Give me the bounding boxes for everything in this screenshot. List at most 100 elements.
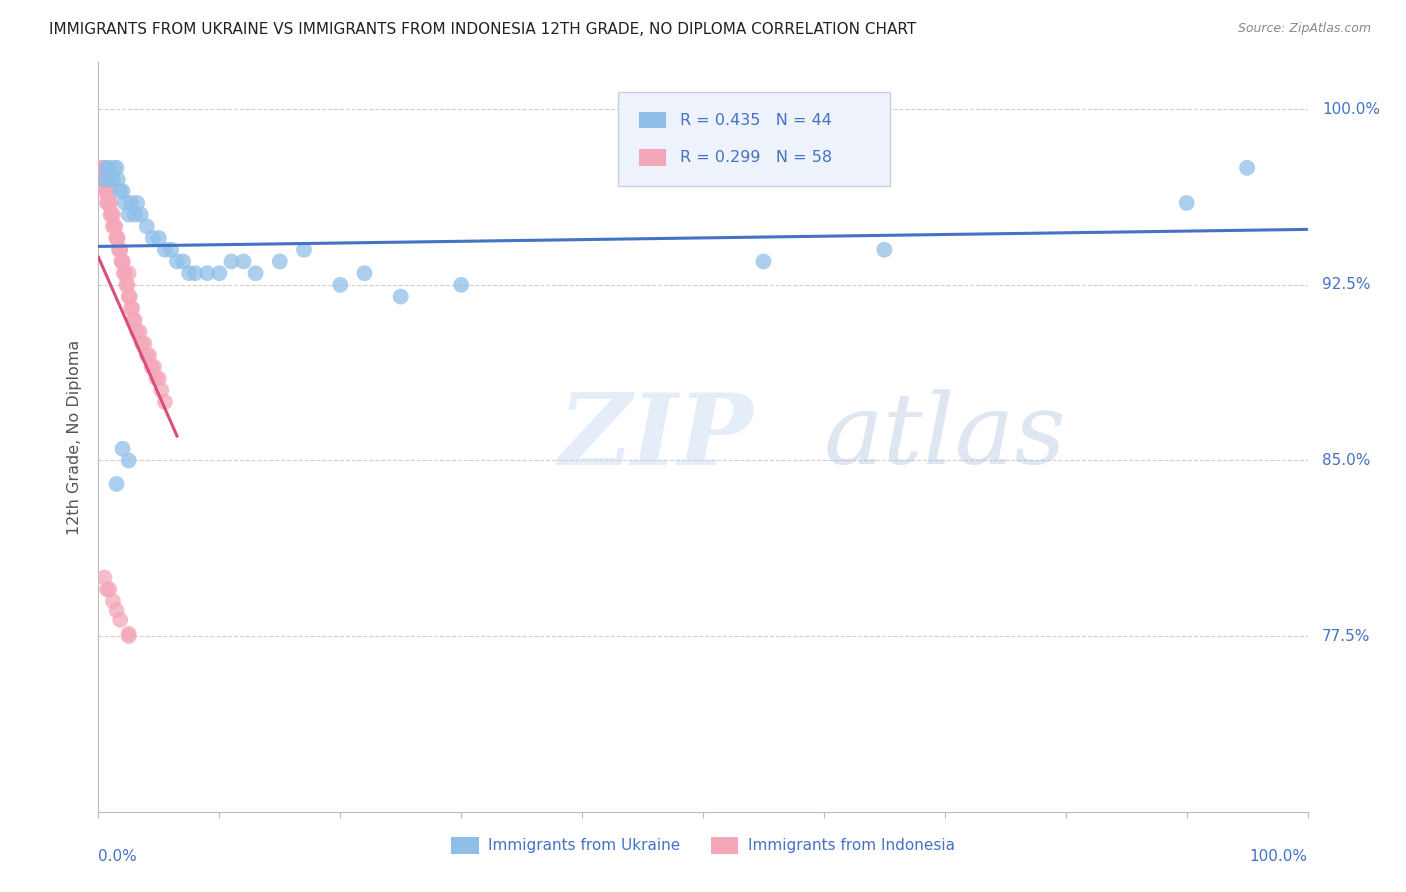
Point [105,231,128,245]
Point [111,184,134,198]
Legend: Immigrants from Ukraine, Immigrants from Indonesia: Immigrants from Ukraine, Immigrants from… [446,830,960,860]
Point [135,348,157,362]
Point [96,582,118,597]
Point [184,266,207,280]
Text: 92.5%: 92.5% [1322,277,1371,293]
Point [122,313,145,327]
Point [179,266,201,280]
Point [97,196,120,211]
Point [118,453,141,467]
Point [134,336,156,351]
Point [143,359,166,374]
Point [114,196,136,211]
Text: ZIP: ZIP [558,389,752,485]
Point [108,613,131,627]
Point [118,289,141,303]
FancyBboxPatch shape [638,112,665,128]
FancyBboxPatch shape [619,93,890,186]
Point [450,277,472,292]
Point [100,196,122,211]
Point [153,395,176,409]
Point [873,243,896,257]
Point [114,266,136,280]
Point [98,582,121,597]
Point [353,266,375,280]
Point [150,384,173,398]
Text: 77.5%: 77.5% [1322,629,1371,644]
Point [105,231,128,245]
Point [1175,196,1198,211]
Point [131,336,153,351]
Point [112,266,135,280]
Point [145,371,167,385]
Point [101,208,124,222]
Point [91,172,114,186]
Point [96,196,118,211]
Point [269,254,291,268]
Point [107,231,129,245]
Point [104,219,127,234]
Point [98,172,121,186]
Point [329,277,352,292]
Point [118,289,141,303]
Point [752,254,775,268]
Text: R = 0.435   N = 44: R = 0.435 N = 44 [681,112,832,128]
Point [107,172,129,186]
Point [101,594,124,608]
Point [121,301,143,316]
Text: Source: ZipAtlas.com: Source: ZipAtlas.com [1237,22,1371,36]
Point [129,208,152,222]
Point [124,313,146,327]
Point [103,161,125,175]
Point [172,254,194,268]
Point [108,243,131,257]
Text: 0.0%: 0.0% [98,849,138,864]
Point [111,254,134,268]
Point [118,266,141,280]
Point [98,196,121,211]
Point [100,208,122,222]
Point [110,254,132,268]
Point [100,172,122,186]
Point [93,184,115,198]
Point [120,301,142,316]
Point [108,184,131,198]
Text: atlas: atlas [824,390,1067,484]
Point [108,243,131,257]
Point [160,243,183,257]
Point [389,289,412,303]
Point [138,348,160,362]
Point [105,603,128,617]
Point [148,231,170,245]
Point [148,371,170,385]
Point [97,161,120,175]
Point [93,172,115,186]
Point [208,266,231,280]
Text: R = 0.299   N = 58: R = 0.299 N = 58 [681,150,832,165]
Point [111,254,134,268]
Point [232,254,254,268]
Point [127,325,149,339]
Point [135,219,157,234]
Point [292,243,315,257]
Point [195,266,218,280]
Point [97,184,120,198]
Point [117,277,139,292]
Y-axis label: 12th Grade, No Diploma: 12th Grade, No Diploma [67,340,83,534]
Point [127,196,149,211]
Point [91,161,114,175]
Point [96,184,118,198]
Point [100,208,122,222]
Text: 100.0%: 100.0% [1322,102,1381,117]
Text: 85.0%: 85.0% [1322,453,1371,468]
Point [118,208,141,222]
Point [105,161,128,175]
Point [115,277,138,292]
Point [91,161,114,175]
Point [118,629,141,643]
Point [111,442,134,456]
Point [108,243,131,257]
Text: 100.0%: 100.0% [1250,849,1308,864]
Point [118,626,141,640]
Point [124,208,146,222]
